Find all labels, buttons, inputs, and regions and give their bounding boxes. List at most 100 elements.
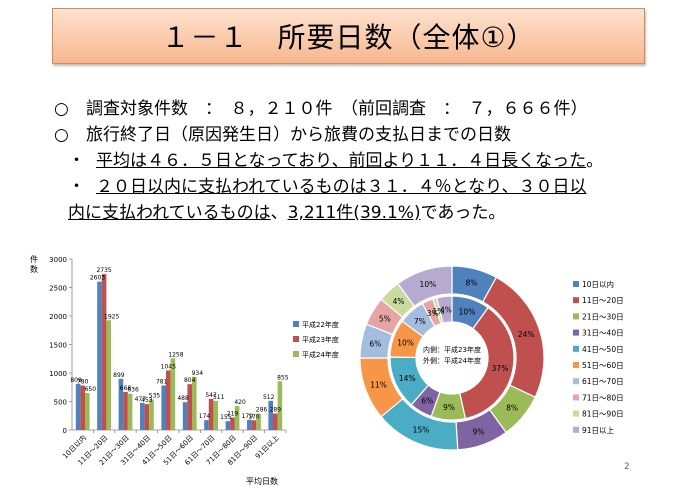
y-tick-label: 500	[54, 399, 67, 407]
donut-slice-label: 10%	[459, 307, 476, 316]
bar-value-label: 809	[70, 377, 82, 384]
bar	[251, 420, 257, 430]
bar	[161, 385, 166, 430]
donut-slice-label: 9%	[472, 427, 484, 436]
donut-slice-label: 4%	[440, 305, 452, 314]
bar	[268, 400, 273, 430]
bar-value-label: 155	[220, 414, 232, 421]
bar-value-label: 289	[270, 407, 282, 414]
y-tick-label: 2000	[49, 313, 67, 321]
x-axis-label: 平均日数	[246, 476, 278, 486]
legend-label: 51日～60日	[582, 361, 624, 370]
donut-slice-label: 7%	[414, 317, 426, 326]
legend-swatch	[573, 410, 579, 417]
legend-swatch	[573, 345, 579, 352]
plain-text: であった。	[420, 203, 506, 223]
legend-swatch	[573, 313, 579, 320]
legend-swatch	[293, 321, 299, 327]
bar-value-label: 170	[248, 413, 260, 420]
bar-value-label: 650	[85, 386, 97, 393]
bar	[170, 358, 176, 430]
bar-value-label: 453	[141, 397, 153, 404]
dot-bullet-icon: ・	[68, 177, 85, 197]
bar-value-label: 219	[227, 411, 239, 418]
legend-label: 31日～40日	[582, 329, 624, 338]
legend-label: 91日以上	[582, 426, 615, 435]
legend-label: 平成24年度	[302, 350, 339, 359]
y-tick-label: 1000	[49, 370, 67, 378]
legend-swatch	[573, 297, 579, 304]
bar-value-label: 488	[177, 395, 189, 402]
bar-value-label: 2603	[90, 275, 105, 282]
legend-swatch	[573, 394, 579, 401]
bar	[256, 413, 261, 430]
donut-slice-label: 6%	[369, 339, 381, 348]
bar-value-label: 1258	[168, 351, 183, 358]
bullet-text: 調査対象件数 ： ８，２１０件 （前回調査 ： ７，６６６件）	[86, 99, 588, 119]
bar-value-label: 420	[234, 399, 246, 406]
bar	[192, 376, 197, 430]
bar	[149, 399, 154, 430]
bar	[144, 404, 150, 430]
legend-label: 21日～30日	[582, 312, 624, 321]
plain-text: 。	[586, 151, 604, 171]
bar-value-label: 636	[127, 387, 139, 394]
legend-swatch	[573, 329, 579, 336]
donut-slice-label: 15%	[413, 426, 430, 435]
donut-slice-label: 4%	[393, 297, 405, 306]
bar-value-label: 535	[149, 393, 161, 400]
sub-bullet-average: ・平均は４６．５日となっており、前回より１１．４日長くなった。	[54, 148, 654, 174]
y-axis-label-char: 件	[30, 254, 38, 264]
bar	[106, 320, 111, 430]
bar	[140, 402, 145, 430]
bar-value-label: 781	[156, 378, 168, 385]
sub-bullet-percentage-continued: 内に支払われているものは、3,211件(39.1%)であった。	[54, 200, 654, 226]
bar	[127, 393, 133, 430]
y-axis-label-char: 数	[30, 264, 38, 274]
bar-value-label: 1925	[104, 313, 119, 320]
legend-label: 10日以内	[582, 279, 614, 289]
bar	[85, 392, 90, 430]
bar	[204, 420, 209, 430]
circle-bullet-icon: ○	[54, 99, 69, 119]
donut-slice-label: 24%	[518, 330, 535, 339]
legend-label: 61日～70日	[582, 377, 624, 386]
bar-value-label: 286	[256, 407, 268, 414]
bar	[80, 385, 85, 430]
legend-swatch	[573, 378, 579, 385]
legend-swatch	[573, 281, 579, 287]
donut-slice	[436, 295, 453, 324]
legend-label: 41日～50日	[582, 345, 624, 354]
donut-center-label-outer: 外側：平成24年度	[423, 356, 481, 365]
bar-value-label: 2735	[96, 267, 111, 274]
bar-value-label: 179	[242, 413, 254, 420]
donut-slice-label: 5%	[379, 314, 391, 323]
bar	[118, 378, 124, 430]
bar-value-label: 547	[205, 392, 217, 399]
underlined-text: １１．４日長くなった	[416, 151, 587, 171]
legend-swatch	[293, 351, 299, 357]
bar	[101, 274, 107, 430]
bullet-text: 旅行終了日（原因発生日）から旅費の支払日までの日数	[86, 125, 511, 145]
donut-center-label-inner: 内側：平成23年度	[423, 345, 481, 354]
donut-slice-label: 1%	[433, 307, 445, 316]
bullet-days-definition: ○ 旅行終了日（原因発生日）から旅費の支払日までの日数	[54, 122, 654, 148]
bar	[213, 400, 218, 430]
underlined-text: 3,211件(39.1%)	[287, 203, 421, 223]
title-banner: １－１ 所要日数（全体①）	[52, 8, 645, 64]
bar-value-label: 804	[184, 377, 196, 384]
donut-slice-label: 10%	[420, 280, 437, 289]
donut-slice-label: 14%	[399, 374, 416, 383]
donut-slice-label: 9%	[443, 403, 455, 412]
bar	[234, 406, 240, 430]
bar	[273, 413, 278, 430]
bar-value-label: 1045	[161, 363, 176, 370]
circle-bullet-icon: ○	[54, 125, 69, 145]
legend-swatch	[293, 336, 299, 342]
bar-value-label: 174	[199, 413, 211, 420]
underlined-text: 平均は４６．５日となっており、前回より	[96, 151, 417, 171]
donut-slice-label: 6%	[421, 396, 433, 405]
legend-swatch	[573, 362, 579, 368]
